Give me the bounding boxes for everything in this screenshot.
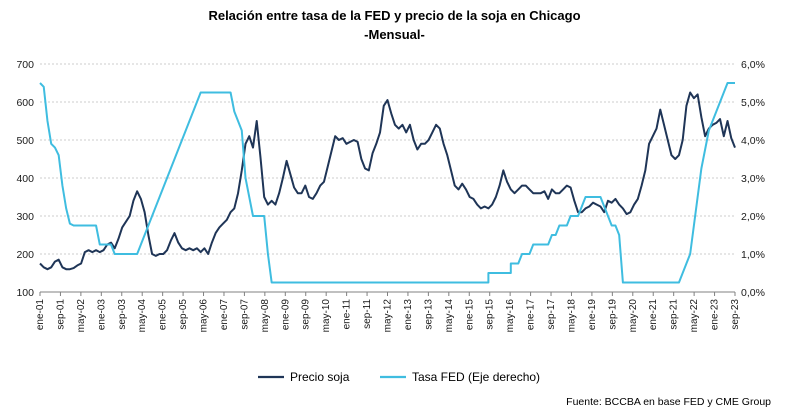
- series-lines: [39, 82, 736, 284]
- x-axis-ticks: ene-01 sep-01 may-02 ene-03 sep-03 may-04 ene-…: [35, 292, 741, 332]
- right-tick-label: 2,0%: [741, 211, 765, 223]
- x-tick-label: may-18: [566, 299, 577, 333]
- series-line-tasa-fed: [39, 82, 735, 284]
- x-tick-label: ene-07: [219, 299, 230, 331]
- right-tick-label: 1,0%: [741, 249, 765, 261]
- x-tick-label: sep-17: [546, 299, 557, 330]
- x-tick-label: may-04: [137, 299, 148, 333]
- right-axis-ticks: 0,0% 1,0% 2,0% 3,0% 4,0% 5,0% 6,0%: [741, 59, 765, 299]
- x-tick-label: ene-21: [648, 299, 659, 331]
- left-tick-label: 700: [16, 59, 34, 71]
- right-tick-label: 4,0%: [741, 135, 765, 147]
- x-tick-label: sep-07: [239, 299, 250, 330]
- x-tick-label: ene-03: [96, 299, 107, 331]
- chart-title: Relación entre tasa de la FED y precio d…: [208, 8, 581, 23]
- chart-subtitle: -Mensual-: [364, 27, 425, 42]
- right-tick-label: 3,0%: [741, 173, 765, 185]
- x-tick-label: sep-19: [607, 299, 618, 330]
- left-tick-label: 400: [16, 173, 34, 185]
- legend-item-tasa-fed-label: Tasa FED (Eje derecho): [412, 370, 540, 384]
- x-tick-label: may-08: [260, 299, 271, 333]
- x-tick-label: may-16: [505, 299, 516, 333]
- left-tick-label: 600: [16, 97, 34, 109]
- legend-item-precio-soja-label: Precio soja: [290, 370, 350, 384]
- x-tick-label: ene-15: [464, 299, 475, 331]
- x-tick-label: sep-09: [301, 299, 312, 330]
- x-tick-label: sep-01: [55, 299, 66, 330]
- x-tick-label: ene-11: [342, 299, 353, 330]
- x-tick-label: sep-11: [362, 299, 373, 329]
- left-tick-label: 300: [16, 211, 34, 223]
- gridlines: [40, 63, 735, 255]
- x-tick-label: may-02: [76, 299, 87, 333]
- left-axis-ticks: 100 200 300 400 500 600 700: [16, 59, 34, 299]
- x-tick-label: may-10: [321, 299, 332, 333]
- left-tick-label: 500: [16, 135, 34, 147]
- source-note: Fuente: BCCBA en base FED y CME Group: [566, 396, 771, 408]
- x-tick-label: may-20: [628, 299, 639, 333]
- x-tick-label: ene-23: [710, 299, 721, 331]
- x-tick-label: ene-05: [158, 299, 169, 331]
- x-tick-label: ene-13: [403, 299, 414, 331]
- x-tick-label: sep-23: [730, 299, 741, 330]
- right-tick-label: 0,0%: [741, 287, 765, 299]
- x-tick-label: sep-05: [178, 299, 189, 330]
- x-tick-label: sep-21: [669, 299, 680, 330]
- x-tick-label: sep-15: [485, 299, 496, 330]
- x-tick-label: ene-19: [587, 299, 598, 331]
- left-tick-label: 100: [16, 287, 34, 299]
- x-tick-label: ene-17: [526, 299, 537, 331]
- x-tick-label: ene-09: [280, 299, 291, 331]
- right-tick-label: 5,0%: [741, 97, 765, 109]
- left-tick-label: 200: [16, 249, 34, 261]
- x-tick-label: may-22: [689, 299, 700, 333]
- legend: Precio soja Tasa FED (Eje derecho): [258, 370, 540, 384]
- x-tick-label: sep-03: [117, 299, 128, 330]
- x-tick-label: may-14: [444, 299, 455, 333]
- x-tick-label: may-06: [199, 299, 210, 333]
- x-tick-label: sep-13: [423, 299, 434, 330]
- series-line-precio-soja: [39, 91, 736, 271]
- x-tick-label: may-12: [383, 299, 394, 333]
- x-tick-label: ene-01: [35, 299, 46, 331]
- right-tick-label: 6,0%: [741, 59, 765, 71]
